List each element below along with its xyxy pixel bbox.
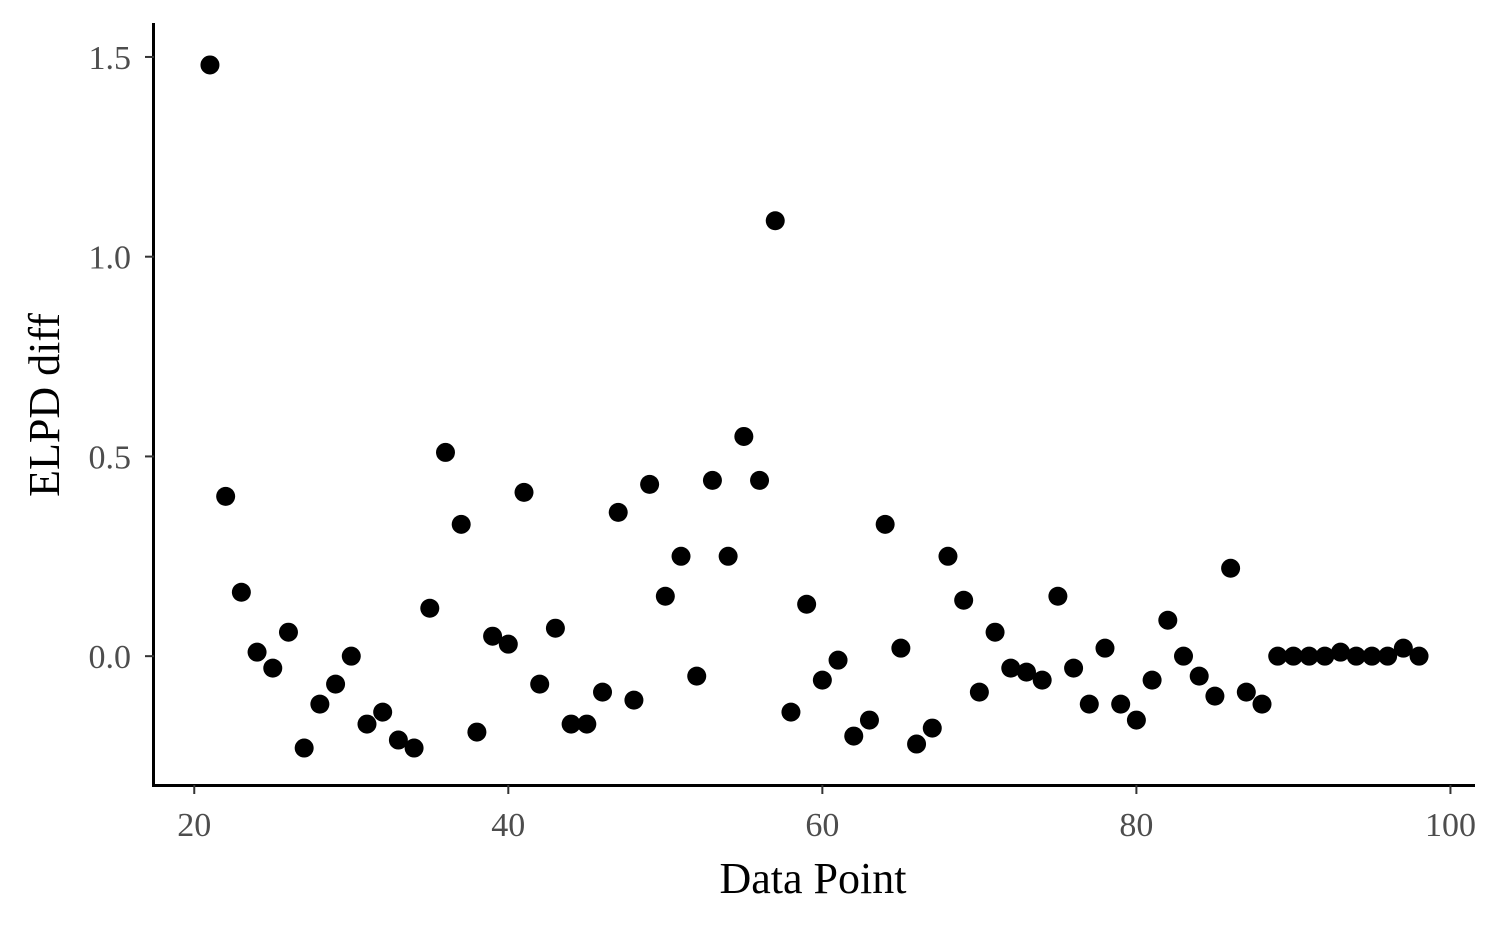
data-point xyxy=(1378,646,1398,666)
data-point xyxy=(1158,610,1178,630)
data-point xyxy=(702,470,722,490)
data-point xyxy=(765,211,785,231)
data-point xyxy=(907,734,927,754)
data-point xyxy=(1315,646,1335,666)
data-point xyxy=(326,674,346,694)
data-point xyxy=(624,690,644,710)
data-point xyxy=(593,682,613,702)
x-tick-label: 60 xyxy=(805,807,839,844)
data-point xyxy=(1095,638,1115,658)
data-point xyxy=(341,646,361,666)
x-axis-title: Data Point xyxy=(720,854,907,903)
data-point xyxy=(278,622,298,642)
data-point xyxy=(938,546,958,566)
data-point xyxy=(483,626,503,646)
data-point xyxy=(1409,646,1429,666)
data-point xyxy=(1079,694,1099,714)
data-point xyxy=(922,718,942,738)
data-point xyxy=(530,674,550,694)
data-point xyxy=(1189,666,1209,686)
y-tick-label: 1.5 xyxy=(89,40,132,77)
data-point xyxy=(294,738,314,758)
data-point xyxy=(310,694,330,714)
data-point xyxy=(1142,670,1162,690)
data-point xyxy=(1393,638,1413,658)
data-point xyxy=(859,710,879,730)
data-point xyxy=(1362,646,1382,666)
data-point xyxy=(1236,682,1256,702)
data-point xyxy=(875,514,895,534)
data-point xyxy=(969,682,989,702)
data-point xyxy=(687,666,707,686)
data-point xyxy=(420,598,440,618)
y-tick-label: 1.0 xyxy=(89,240,132,277)
data-point xyxy=(828,650,848,670)
x-tick-label: 100 xyxy=(1425,807,1476,844)
data-points xyxy=(200,55,1429,758)
y-tick-label: 0.0 xyxy=(89,639,132,676)
data-point xyxy=(545,618,565,638)
data-point xyxy=(1205,686,1225,706)
data-point xyxy=(216,486,236,506)
data-point xyxy=(671,546,691,566)
axis-ticks: 20 40 60 80 100 0.0 0.5 1.0 1.5 xyxy=(89,40,1476,844)
data-point xyxy=(1268,646,1288,666)
data-point xyxy=(1252,694,1272,714)
data-point xyxy=(750,470,770,490)
data-point xyxy=(985,622,1005,642)
data-point xyxy=(781,702,801,722)
data-point xyxy=(373,702,393,722)
data-point xyxy=(1064,658,1084,678)
x-tick-label: 40 xyxy=(491,807,525,844)
data-point xyxy=(797,594,817,614)
data-point xyxy=(640,474,660,494)
x-tick-label: 80 xyxy=(1119,807,1153,844)
data-point xyxy=(1174,646,1194,666)
axes xyxy=(152,23,1475,787)
data-point xyxy=(954,590,974,610)
data-point xyxy=(467,722,487,742)
data-point xyxy=(1221,558,1241,578)
data-point xyxy=(263,658,283,678)
data-point xyxy=(388,730,408,750)
data-point xyxy=(1016,662,1036,682)
y-axis-title: ELPD diff xyxy=(20,313,69,497)
data-point xyxy=(1346,646,1366,666)
data-point xyxy=(608,502,628,522)
data-point xyxy=(1048,586,1068,606)
data-point xyxy=(1283,646,1303,666)
data-point xyxy=(655,586,675,606)
x-tick-label: 20 xyxy=(177,807,211,844)
y-tick-label: 0.5 xyxy=(89,439,132,476)
data-point xyxy=(1032,670,1052,690)
data-point xyxy=(247,642,267,662)
data-point xyxy=(200,55,220,75)
data-point xyxy=(498,634,518,654)
data-point xyxy=(844,726,864,746)
data-point xyxy=(718,546,738,566)
data-point xyxy=(1126,710,1146,730)
data-point xyxy=(357,714,377,734)
data-point xyxy=(404,738,424,758)
data-point xyxy=(451,514,471,534)
data-point xyxy=(1299,646,1319,666)
data-point xyxy=(734,426,754,446)
data-point xyxy=(812,670,832,690)
data-point xyxy=(561,714,581,734)
data-point xyxy=(1331,642,1351,662)
data-point xyxy=(1001,658,1021,678)
data-point xyxy=(231,582,251,602)
data-point xyxy=(891,638,911,658)
data-point xyxy=(1111,694,1131,714)
data-point xyxy=(577,714,597,734)
data-point xyxy=(514,482,534,502)
data-point xyxy=(435,442,455,462)
